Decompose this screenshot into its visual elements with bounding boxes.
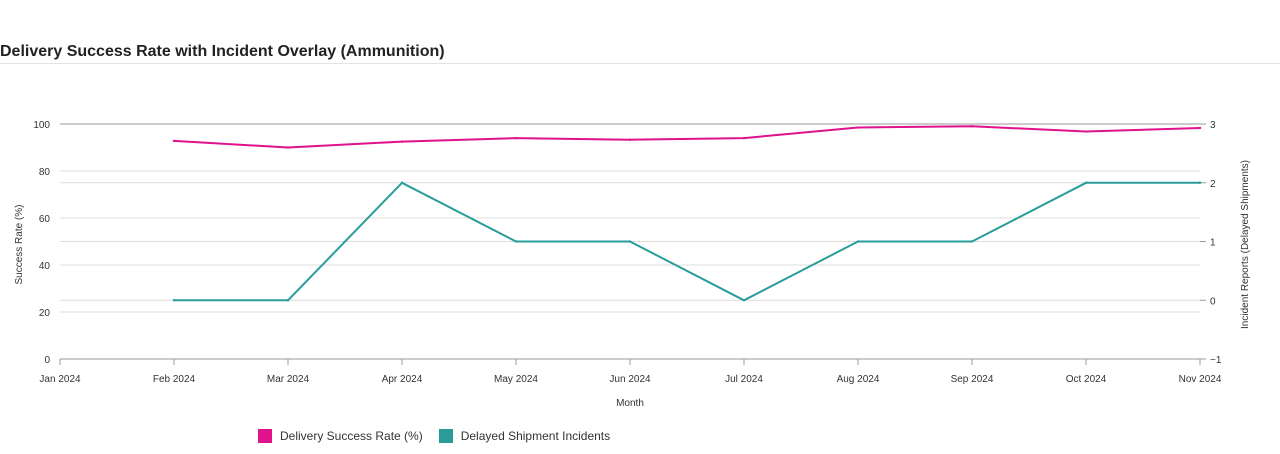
series-1-point-2: [400, 181, 404, 184]
y2-tick-label-3: 2: [1210, 179, 1216, 190]
x-tick-label-2: Mar 2024: [267, 374, 310, 385]
series-0-point-6: [856, 126, 860, 129]
series-line-1: [174, 181, 1200, 302]
x-tick-label-6: Jul 2024: [725, 374, 763, 385]
series-0-point-2: [400, 140, 404, 143]
x-tick-label-7: Aug 2024: [837, 374, 880, 385]
legend-item-incidents[interactable]: Delayed Shipment Incidents: [438, 429, 611, 443]
series-0-point-5: [742, 136, 746, 140]
y2-tick-label-1: 0: [1210, 296, 1216, 307]
y-tick-label-5: 100: [33, 120, 50, 131]
series-0-point-3: [514, 136, 518, 140]
legend-item-success-rate[interactable]: Delivery Success Rate (%): [258, 429, 423, 443]
legend-swatch-incidents: [438, 429, 453, 443]
y-tick-label-2: 40: [39, 261, 51, 272]
x-tick-label-8: Sep 2024: [951, 374, 994, 385]
y-tick-label-4: 80: [39, 167, 51, 178]
legend-label-success-rate: Delivery Success Rate (%): [280, 429, 423, 443]
series-1-point-5: [742, 299, 746, 302]
y2-tick-label-4: 3: [1210, 120, 1216, 131]
series-1-point-9: [1198, 181, 1202, 184]
series-1-point-7: [970, 240, 974, 243]
x-tick-label-1: Feb 2024: [153, 374, 196, 385]
x-tick-label-3: Apr 2024: [382, 374, 423, 385]
y-tick-label-3: 60: [39, 214, 51, 225]
series-1-point-0: [172, 299, 176, 302]
chart-legend: Delivery Success Rate (%) Delayed Shipme…: [258, 429, 610, 443]
x-tick-label-4: May 2024: [494, 374, 538, 385]
chart-header: Delivery Success Rate with Incident Over…: [0, 0, 1280, 64]
x-tick-label-9: Oct 2024: [1066, 374, 1107, 385]
x-tick-label-5: Jun 2024: [609, 374, 651, 385]
series-1-point-8: [1084, 181, 1088, 184]
series-1-point-3: [514, 240, 518, 243]
series-0-point-4: [628, 138, 632, 141]
series-1-point-6: [856, 240, 860, 243]
series-1-point-4: [628, 240, 632, 243]
y-axis-title: Success Rate (%): [14, 204, 25, 284]
y2-tick-label-2: 1: [1210, 238, 1216, 249]
y2-axis-title: Incident Reports (Delayed Shipments): [1240, 160, 1251, 329]
x-axis-title: Month: [616, 398, 644, 409]
series-0-point-0: [172, 139, 176, 143]
x-tick-label-0: Jan 2024: [39, 374, 81, 385]
x-tick-label-10: Nov 2024: [1179, 374, 1222, 385]
legend-swatch-success-rate: [258, 429, 272, 443]
series-0-point-9: [1198, 126, 1202, 130]
chart-title: Delivery Success Rate with Incident Over…: [0, 43, 445, 60]
series-line-0: [173, 125, 1201, 149]
series-1-point-1: [286, 299, 290, 302]
y-tick-label-0: 0: [44, 355, 50, 366]
series-0-point-7: [970, 125, 974, 128]
series-0-point-1: [286, 146, 290, 149]
y2-tick-label-0: −1: [1210, 355, 1222, 366]
series-0-point-8: [1084, 130, 1088, 133]
y-tick-label-1: 20: [39, 308, 51, 319]
legend-label-incidents: Delayed Shipment Incidents: [460, 429, 611, 443]
